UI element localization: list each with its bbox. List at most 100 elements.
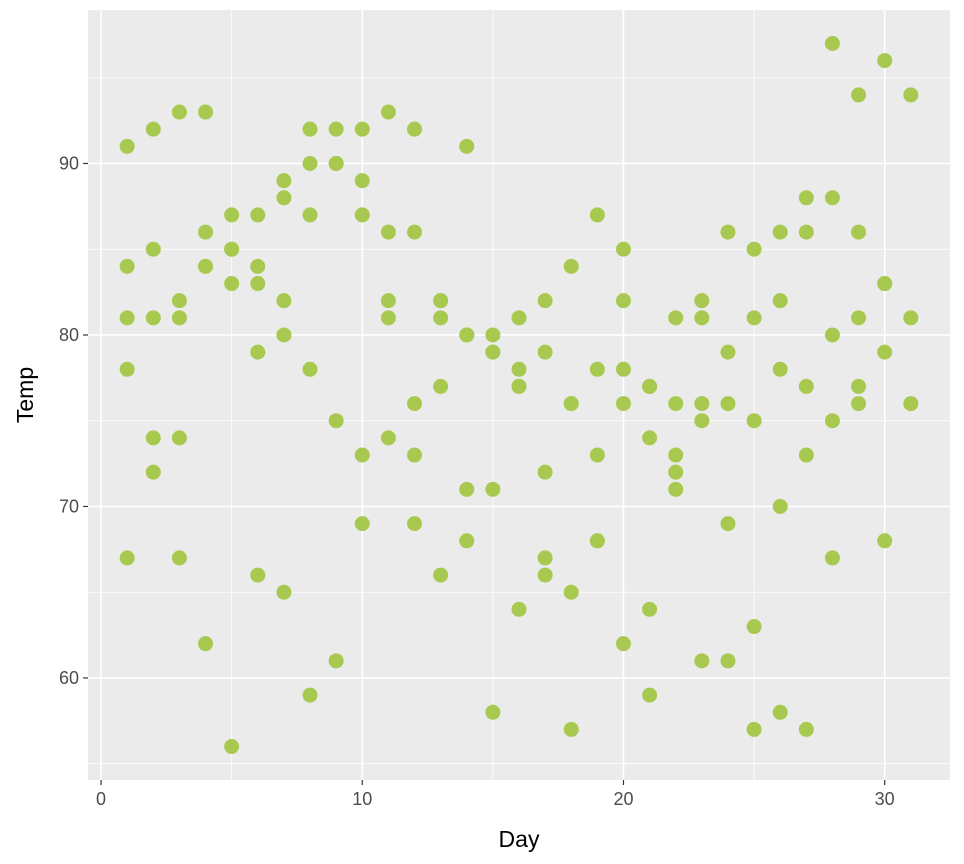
data-point (171, 430, 187, 446)
data-point (276, 173, 292, 189)
data-point (407, 121, 423, 137)
data-point (615, 361, 631, 377)
data-point (746, 619, 762, 635)
x-axis-title: Day (499, 826, 540, 852)
data-point (380, 310, 396, 326)
data-point (668, 447, 684, 463)
data-point (668, 310, 684, 326)
data-point (433, 293, 449, 309)
data-point (615, 636, 631, 652)
data-point (798, 447, 814, 463)
data-point (720, 344, 736, 360)
data-point (198, 636, 214, 652)
data-point (407, 224, 423, 240)
points (119, 35, 919, 755)
data-point (485, 704, 501, 720)
data-point (851, 396, 867, 412)
data-point (485, 327, 501, 343)
data-point (485, 481, 501, 497)
data-point (250, 258, 266, 274)
data-point (877, 53, 893, 69)
data-point (537, 567, 553, 583)
data-point (485, 344, 501, 360)
data-point (407, 447, 423, 463)
data-point (171, 310, 187, 326)
data-point (354, 121, 370, 137)
data-point (798, 378, 814, 394)
data-point (145, 430, 161, 446)
data-point (276, 584, 292, 600)
data-point (354, 173, 370, 189)
data-point (328, 653, 344, 669)
data-point (276, 293, 292, 309)
data-point (851, 310, 867, 326)
data-point (119, 550, 135, 566)
data-point (250, 276, 266, 292)
data-point (824, 35, 840, 51)
y-tick-label: 90 (59, 153, 79, 173)
data-point (328, 121, 344, 137)
y-tick-label: 60 (59, 668, 79, 688)
data-point (537, 293, 553, 309)
data-point (145, 310, 161, 326)
x-axis: 0 10 20 30 (96, 780, 895, 809)
data-point (563, 721, 579, 737)
y-tick-label: 70 (59, 496, 79, 516)
data-point (302, 121, 318, 137)
data-point (380, 293, 396, 309)
data-point (511, 378, 527, 394)
data-point (224, 739, 240, 755)
data-point (433, 310, 449, 326)
data-point (380, 430, 396, 446)
data-point (642, 430, 658, 446)
data-point (877, 276, 893, 292)
data-point (171, 293, 187, 309)
data-point (511, 310, 527, 326)
data-point (615, 241, 631, 257)
x-tick-label: 0 (96, 789, 106, 809)
data-point (563, 258, 579, 274)
data-point (668, 396, 684, 412)
data-point (145, 464, 161, 480)
data-point (772, 704, 788, 720)
data-point (694, 293, 710, 309)
data-point (302, 207, 318, 223)
data-point (328, 155, 344, 171)
data-point (537, 464, 553, 480)
data-point (119, 258, 135, 274)
data-point (380, 224, 396, 240)
y-tick-label: 80 (59, 325, 79, 345)
data-point (198, 258, 214, 274)
x-tick-label: 10 (352, 789, 372, 809)
data-point (589, 533, 605, 549)
data-point (302, 155, 318, 171)
data-point (328, 413, 344, 429)
gridlines (88, 10, 950, 780)
data-point (824, 327, 840, 343)
data-point (563, 584, 579, 600)
data-point (459, 138, 475, 154)
data-point (668, 481, 684, 497)
data-point (615, 396, 631, 412)
data-point (302, 361, 318, 377)
data-point (407, 396, 423, 412)
x-tick-label: 20 (613, 789, 633, 809)
plot-panel (88, 10, 950, 780)
data-point (903, 310, 919, 326)
data-point (746, 310, 762, 326)
data-point (145, 121, 161, 137)
data-point (119, 310, 135, 326)
data-point (851, 224, 867, 240)
data-point (746, 413, 762, 429)
data-point (798, 721, 814, 737)
data-point (198, 224, 214, 240)
data-point (119, 138, 135, 154)
data-point (851, 87, 867, 103)
data-point (354, 207, 370, 223)
data-point (746, 241, 762, 257)
data-point (459, 327, 475, 343)
data-point (354, 516, 370, 532)
data-point (694, 653, 710, 669)
